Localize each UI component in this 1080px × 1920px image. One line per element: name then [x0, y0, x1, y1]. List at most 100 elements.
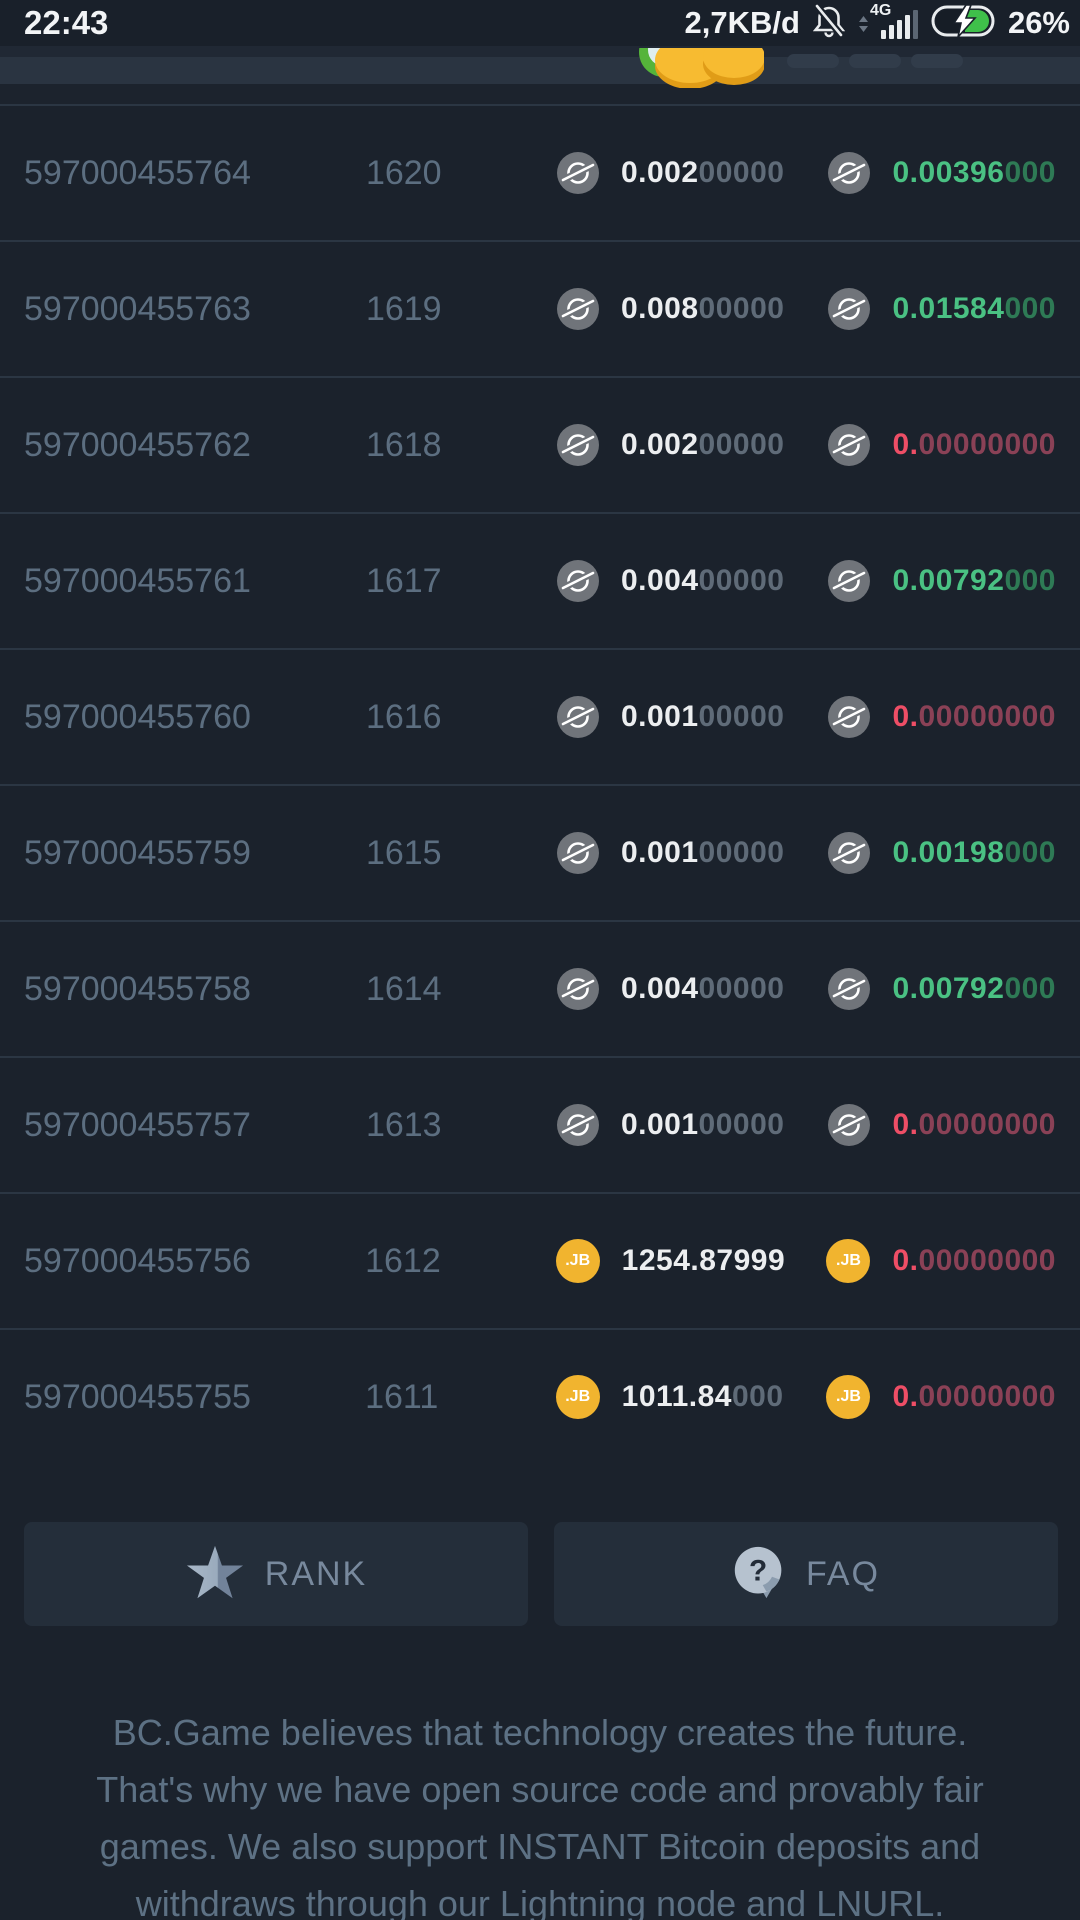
bet-amount: 0.00100000	[620, 1108, 785, 1141]
action-buttons: RANK ? FAQ	[0, 1464, 1080, 1626]
bet-row[interactable]: 597000455757 1613 0.00100000	[0, 1056, 1080, 1192]
bet-id: 597000455759	[24, 833, 251, 872]
payout-amount: 0.00000000	[892, 1244, 1056, 1277]
bet-id: 597000455762	[24, 425, 251, 464]
battery-charging-icon	[931, 3, 995, 42]
status-bar: 22:43 2,7KB/d 4G	[0, 0, 1080, 46]
bet-round-number: 1611	[365, 1377, 439, 1416]
bet-id: 597000455757	[24, 1105, 251, 1144]
bet-id: 597000455758	[24, 969, 251, 1008]
rank-button-label: RANK	[264, 1554, 368, 1593]
bet-amount-cell: 0.00200000	[536, 424, 829, 466]
bet-row[interactable]: 597000455763 1619 0.00800000	[0, 240, 1080, 376]
xlm-coin-icon	[556, 832, 599, 874]
bet-amount: 0.00200000	[620, 428, 785, 461]
payout-amount: 0.00198000	[892, 836, 1056, 869]
payout-amount: 0.00792000	[892, 564, 1056, 597]
bet-round-number: 1615	[365, 833, 442, 872]
bet-round-number: 1612	[365, 1241, 441, 1280]
payout-cell: 0.01584000	[828, 288, 1056, 330]
header-pills	[787, 54, 963, 68]
bet-amount: 0.00100000	[620, 836, 785, 869]
footer-text: BC.Game believes that technology creates…	[0, 1626, 1080, 1920]
bet-row[interactable]: 597000455755 1611 .JB 1011.84000 .JB 0.0…	[0, 1328, 1080, 1464]
payout-amount: 0.00792000	[892, 972, 1056, 1005]
clock: 22:43	[24, 4, 109, 41]
bet-row[interactable]: 597000455764 1620 0.00200000	[0, 104, 1080, 240]
header-action-pill[interactable]	[911, 54, 963, 68]
xlm-coin-icon	[828, 832, 871, 874]
bet-id: 597000455763	[24, 289, 251, 328]
payout-cell: 0.00792000	[828, 560, 1056, 602]
bet-id: 597000455760	[24, 697, 251, 736]
xlm-coin-icon	[828, 1104, 871, 1146]
footer-line: games. We also support INSTANT Bitcoin d…	[99, 1826, 981, 1867]
bet-row[interactable]: 597000455758 1614 0.00400000	[0, 920, 1080, 1056]
footer-line: That's why we have open source code and …	[96, 1769, 984, 1810]
faq-button-label: FAQ	[805, 1554, 881, 1593]
bet-amount-cell: .JB 1011.84000	[535, 1375, 827, 1419]
bet-amount: 0.00200000	[620, 156, 785, 189]
bet-id: 597000455756	[24, 1241, 251, 1280]
xlm-coin-icon	[556, 968, 599, 1010]
bet-amount: 0.00100000	[620, 700, 785, 733]
xlm-coin-icon	[556, 288, 599, 330]
bet-amount-cell: 0.00400000	[536, 968, 829, 1010]
jb-coin-icon: .JB	[555, 1375, 600, 1419]
payout-cell: 0.00198000	[828, 832, 1056, 874]
payout-cell: .JB 0.00000000	[826, 1239, 1056, 1283]
footer-line: BC.Game believes that technology creates…	[112, 1712, 968, 1753]
muted-bell-icon	[812, 3, 846, 43]
data-activity-arrows-icon	[858, 16, 869, 38]
payout-amount: 0.00000000	[892, 700, 1056, 733]
bet-round-number: 1616	[365, 697, 442, 736]
header-strip	[0, 46, 1080, 88]
table-top-spacer	[0, 88, 1080, 104]
xlm-coin-icon	[828, 152, 871, 194]
bets-table: 597000455764 1620 0.00200000	[0, 104, 1080, 1464]
jb-coin-icon: .JB	[555, 1239, 600, 1283]
bet-amount-cell: 0.00100000	[536, 696, 829, 738]
footer-line: withdraws through our Lightning node and…	[135, 1883, 945, 1920]
bet-row[interactable]: 597000455762 1618 0.00200000	[0, 376, 1080, 512]
bet-round-number: 1619	[365, 289, 442, 328]
payout-cell: 0.00000000	[828, 696, 1056, 738]
xlm-coin-icon	[556, 152, 599, 194]
xlm-coin-icon	[828, 968, 871, 1010]
bet-row[interactable]: 597000455761 1617 0.00400000	[0, 512, 1080, 648]
bet-amount: 1011.84000	[621, 1380, 784, 1413]
payout-amount: 0.00000000	[892, 1380, 1056, 1413]
payout-amount: 0.00000000	[892, 428, 1056, 461]
payout-amount: 0.01584000	[892, 292, 1056, 325]
bet-amount-cell: 0.00100000	[536, 832, 829, 874]
bet-round-number: 1620	[365, 153, 442, 192]
rank-button[interactable]: RANK	[24, 1522, 528, 1626]
bet-amount-cell: 0.00100000	[536, 1104, 829, 1146]
payout-cell: 0.00396000	[828, 152, 1056, 194]
payout-cell: 0.00792000	[828, 968, 1056, 1010]
xlm-coin-icon	[556, 560, 599, 602]
jb-coin-icon: .JB	[826, 1239, 871, 1283]
xlm-coin-icon	[828, 696, 871, 738]
xlm-coin-icon	[556, 696, 599, 738]
payout-amount: 0.00000000	[892, 1108, 1056, 1141]
bet-amount: 0.00400000	[620, 564, 785, 597]
xlm-coin-icon	[556, 1104, 599, 1146]
xlm-coin-icon	[828, 288, 871, 330]
bet-row[interactable]: 597000455756 1612 .JB 1254.87999 .JB 0.0…	[0, 1192, 1080, 1328]
jb-coin-icon: .JB	[826, 1375, 871, 1419]
bet-round-number: 1617	[365, 561, 442, 600]
bet-row[interactable]: 597000455759 1615 0.00100000	[0, 784, 1080, 920]
bet-amount-cell: 0.00400000	[536, 560, 829, 602]
svg-text:?: ?	[749, 1554, 767, 1587]
bet-amount-cell: 0.00800000	[536, 288, 829, 330]
header-action-pill[interactable]	[787, 54, 839, 68]
header-action-pill[interactable]	[849, 54, 901, 68]
bet-id: 597000455755	[24, 1377, 251, 1416]
bet-amount-cell: .JB 1254.87999	[535, 1239, 827, 1283]
bet-row[interactable]: 597000455760 1616 0.00100000	[0, 648, 1080, 784]
bet-round-number: 1618	[365, 425, 442, 464]
bet-amount: 0.00800000	[620, 292, 785, 325]
bet-round-number: 1613	[365, 1105, 442, 1144]
faq-button[interactable]: ? FAQ	[554, 1522, 1058, 1626]
